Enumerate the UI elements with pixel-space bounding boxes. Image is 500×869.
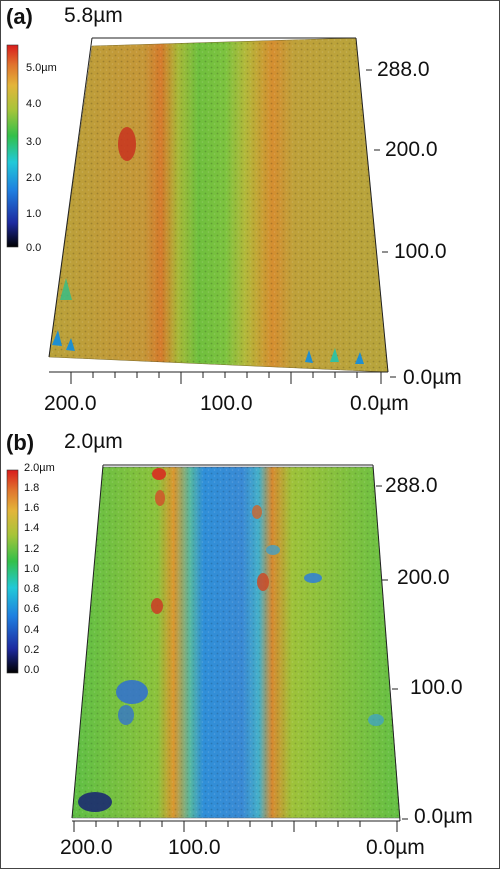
colorbar-b-tick: 0.8 (24, 583, 40, 595)
colorbar-a-tick: 0.0 (26, 242, 42, 254)
colorbar-b-tick: 1.8 (24, 482, 40, 494)
panel-a-label: (a) (6, 4, 33, 29)
colorbar-b-tick: 2.0µm (24, 462, 55, 474)
axes-a (48, 37, 396, 384)
y-tick-b: 288.0 (385, 474, 438, 497)
colorbar-b (6, 469, 19, 674)
colorbar-b-tick: 0.4 (24, 624, 40, 636)
panel-b: (b) 2.0µm 2.0µm 1.8 1.6 1.4 1.2 1.0 0.8 … (0, 430, 500, 860)
colorbar-a-tick: 5.0µm (26, 62, 57, 74)
colorbar-b-tick: 1.4 (24, 522, 40, 534)
panel-b-label: (b) (6, 430, 35, 455)
x-tick-b: 0.0µm (366, 836, 425, 859)
x-tick-a: 200.0 (44, 392, 97, 415)
colorbar-b-tick: 0.0 (24, 664, 40, 676)
panel-b-graphic (6, 464, 408, 832)
colorbar-a-tick: 2.0 (26, 172, 42, 184)
y-tick-a: 0.0µm (403, 366, 462, 389)
surface-b-features (78, 468, 384, 812)
colorbar-a-tick: 4.0 (26, 98, 42, 110)
panel-a-graphic (6, 37, 396, 384)
y-tick-a: 200.0 (385, 138, 438, 161)
y-tick-a: 288.0 (377, 58, 430, 81)
surface-a-texture (49, 38, 388, 372)
x-tick-a: 0.0µm (350, 392, 409, 415)
colorbar-b-tick: 1.0 (24, 563, 40, 575)
panel-a: (a) 5.8µm 5.0µm 4.0 3.0 2.0 1.0 0.0 288.… (0, 0, 500, 430)
colorbar-b-tick: 0.2 (24, 644, 40, 656)
y-tick-a: 100.0 (394, 240, 447, 263)
panel-a-zmax: 5.8µm (64, 4, 123, 27)
x-tick-a: 100.0 (200, 392, 253, 415)
colorbar-b-tick: 0.6 (24, 603, 40, 615)
x-tick-b: 200.0 (60, 836, 113, 859)
x-tick-b: 100.0 (168, 836, 221, 859)
colorbar-b-tick: 1.2 (24, 543, 40, 555)
colorbar-a-tick: 1.0 (26, 208, 42, 220)
surface-b-texture (72, 467, 400, 818)
colorbar-a-tick: 3.0 (26, 136, 42, 148)
y-tick-b: 0.0µm (414, 805, 473, 828)
surface-a-bump (118, 127, 136, 161)
colorbar-b-tick: 1.6 (24, 502, 40, 514)
y-tick-b: 100.0 (410, 676, 463, 699)
axes-b (71, 464, 408, 832)
colorbar-a (6, 44, 19, 248)
panel-b-zmax: 2.0µm (64, 430, 123, 453)
y-tick-b: 200.0 (397, 566, 450, 589)
surface-a-pits (52, 278, 364, 364)
